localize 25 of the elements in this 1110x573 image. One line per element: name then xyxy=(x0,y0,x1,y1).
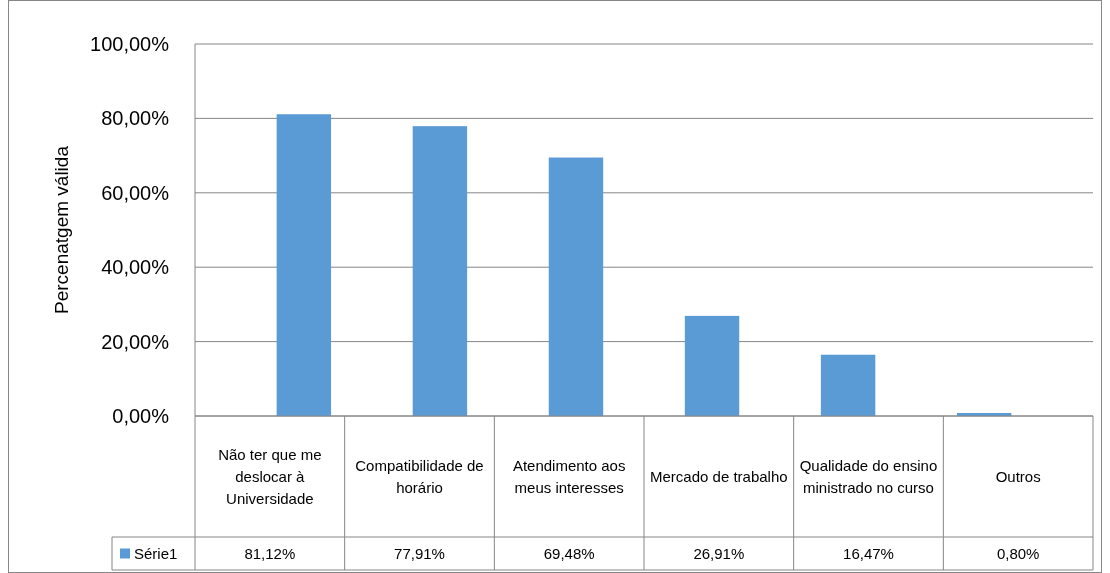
y-tick-label: 60,00% xyxy=(101,181,170,204)
bar xyxy=(412,126,468,416)
y-tick-label: 20,00% xyxy=(101,330,170,353)
y-axis-title: Percenatgem válida xyxy=(51,145,72,314)
data-label: 81,12% xyxy=(244,544,296,562)
data-label: 69,48% xyxy=(543,544,595,562)
x-tick-label: Mercado de trabalho xyxy=(650,467,788,485)
legend-label: Série1 xyxy=(134,544,178,562)
bar xyxy=(548,157,604,416)
y-tick-label: 80,00% xyxy=(101,107,170,130)
data-label: 0,80% xyxy=(996,544,1040,562)
x-tick-label: Outros xyxy=(995,467,1041,485)
y-tick-label: 100,00% xyxy=(90,33,170,55)
bar xyxy=(276,114,332,416)
y-tick-label: 0,00% xyxy=(112,405,170,427)
data-label: 77,91% xyxy=(394,544,445,562)
x-tick-label: Qualidade do ensino ministrado no curso xyxy=(799,456,938,496)
y-tick-label: 40,00% xyxy=(101,256,170,279)
x-tick-label: Não ter que me deslocar à Universidade xyxy=(218,445,322,507)
x-tick-label: Atendimento aos meus interesses xyxy=(512,456,626,496)
bar xyxy=(684,315,740,416)
bar xyxy=(820,354,876,416)
data-label: 16,47% xyxy=(843,544,894,562)
x-tick-label: Compatibilidade de horário xyxy=(355,456,484,496)
data-label: 26,91% xyxy=(693,544,745,562)
